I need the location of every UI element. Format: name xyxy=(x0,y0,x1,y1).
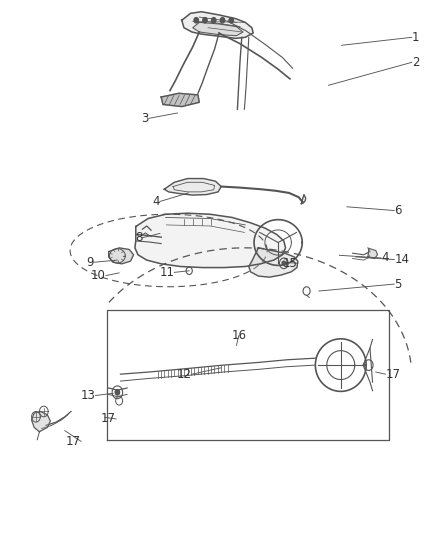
Text: 6: 6 xyxy=(394,204,402,217)
Text: 17: 17 xyxy=(101,413,116,425)
Circle shape xyxy=(229,18,233,23)
Polygon shape xyxy=(193,22,243,36)
Text: 1: 1 xyxy=(412,31,419,44)
Polygon shape xyxy=(249,248,298,277)
Text: 12: 12 xyxy=(177,368,192,381)
Circle shape xyxy=(220,18,225,23)
Text: 16: 16 xyxy=(231,329,246,342)
Text: 17: 17 xyxy=(66,435,81,448)
Text: 15: 15 xyxy=(283,257,298,270)
Text: 13: 13 xyxy=(81,389,95,402)
Text: 9: 9 xyxy=(87,256,94,269)
Polygon shape xyxy=(32,411,50,432)
Text: 17: 17 xyxy=(385,368,400,381)
Circle shape xyxy=(203,18,207,23)
Polygon shape xyxy=(182,12,253,38)
Text: 2: 2 xyxy=(412,56,419,69)
Text: 4: 4 xyxy=(152,195,160,208)
Text: 8: 8 xyxy=(135,231,142,244)
Text: 4: 4 xyxy=(381,252,389,264)
Polygon shape xyxy=(161,93,199,107)
Polygon shape xyxy=(135,213,286,268)
Circle shape xyxy=(194,18,198,23)
Text: 11: 11 xyxy=(159,266,174,279)
Text: 3: 3 xyxy=(141,112,149,125)
Polygon shape xyxy=(164,179,221,195)
Circle shape xyxy=(282,261,286,265)
Circle shape xyxy=(212,18,216,23)
Text: 10: 10 xyxy=(91,269,106,282)
Circle shape xyxy=(115,390,120,395)
Text: 14: 14 xyxy=(394,253,409,266)
Text: 5: 5 xyxy=(394,278,402,290)
Polygon shape xyxy=(109,248,134,264)
Polygon shape xyxy=(368,248,378,259)
